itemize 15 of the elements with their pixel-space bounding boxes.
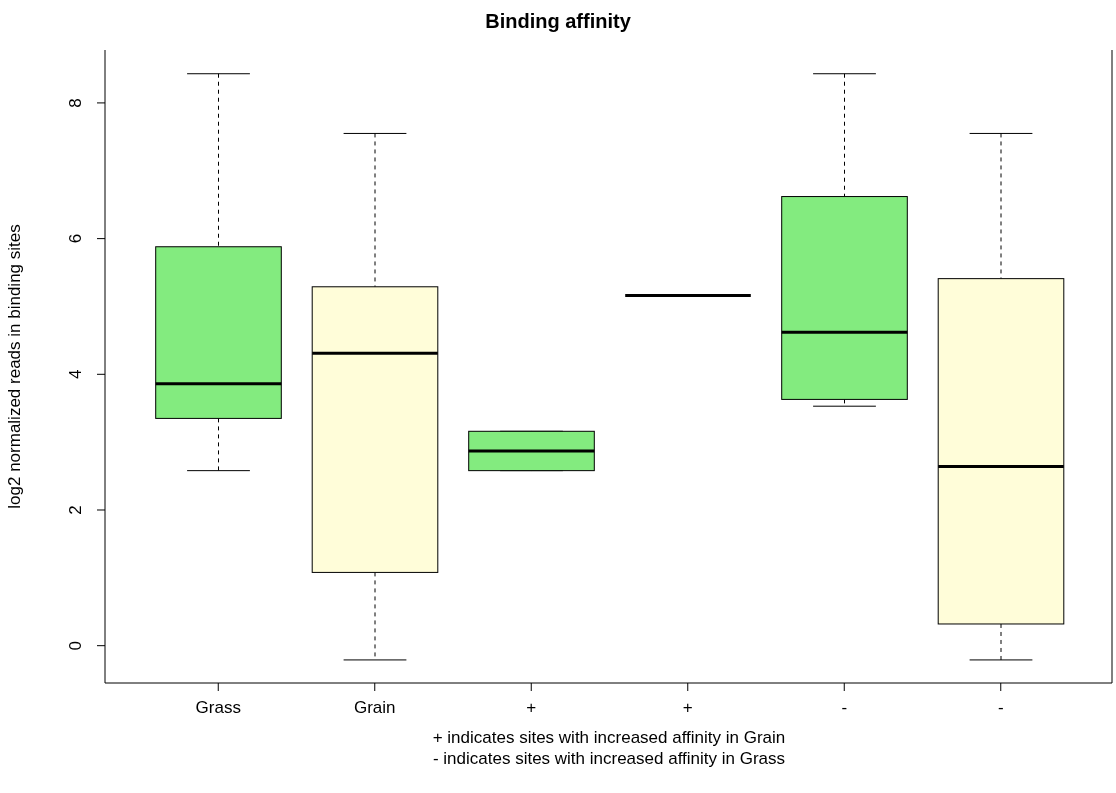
x-tick-label: - [841,698,848,718]
x-tick-label: Grass [195,698,241,718]
x-tick-label: Grain [353,698,396,718]
text: + indicates sites with increased affinity in Grain [431,727,787,748]
y-tick-label: 8 [66,98,85,108]
chart-title: Binding affinity [484,10,632,33]
x-tick-label: - [997,698,1004,718]
y-axis-title: log2 normalized reads in binding sites [5,224,25,509]
y-tick-label: 0 [66,640,85,651]
y-tick-label: 6 [66,233,85,244]
x-tick-label: + [682,698,693,718]
y-tick-label: 4 [66,369,85,380]
y-tick-label: 2 [66,505,85,515]
x-tick-label: + [526,698,537,718]
text: - indicates sites with increased affinity in Grass [431,748,787,769]
